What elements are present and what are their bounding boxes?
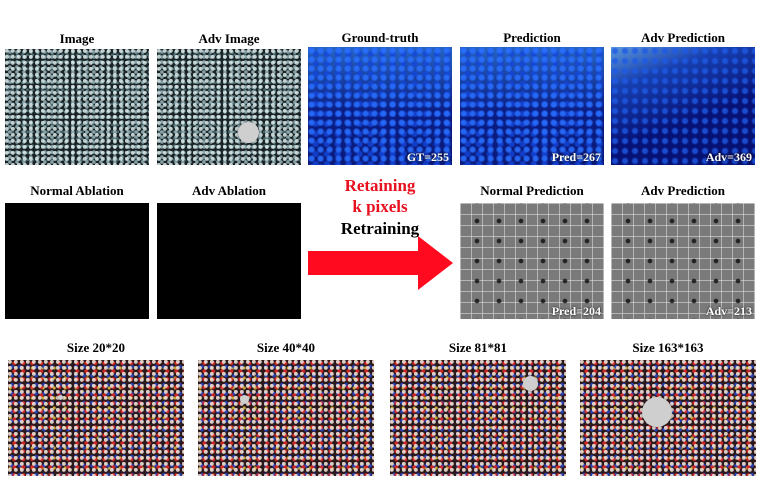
adversarial-patch-163 bbox=[642, 397, 672, 427]
adversarial-patch-81 bbox=[523, 376, 538, 391]
normal-prediction-map: Pred=204 bbox=[460, 203, 604, 319]
adv-ablation-image bbox=[157, 203, 301, 319]
title-ground-truth: Ground-truth bbox=[341, 30, 419, 45]
prediction-density-map: Pred=267 bbox=[460, 47, 604, 165]
title-image: Image bbox=[59, 31, 95, 46]
title-adv-prediction: Adv Prediction bbox=[641, 30, 725, 45]
title-adv-prediction-2: Adv Prediction bbox=[641, 183, 725, 198]
pred-count: Pred=267 bbox=[551, 150, 601, 164]
adversarial-patch bbox=[238, 122, 259, 143]
title-size-163: Size 163*163 bbox=[632, 340, 704, 355]
adv-prediction-density-map: Adv=369 bbox=[611, 47, 755, 165]
adv-pred-count: Adv=213 bbox=[705, 304, 752, 318]
title-size-40: Size 40*40 bbox=[256, 340, 316, 355]
adv-crowd-image bbox=[157, 49, 301, 165]
title-adv-ablation: Adv Ablation bbox=[191, 183, 267, 198]
gt-count: GT=255 bbox=[406, 150, 449, 164]
adv-count: Adv=369 bbox=[705, 150, 752, 164]
retaining-label: Retaining bbox=[344, 176, 416, 195]
title-normal-prediction: Normal Prediction bbox=[480, 183, 584, 198]
red-arrow bbox=[308, 236, 453, 290]
crowd-image-patch-81 bbox=[390, 360, 566, 476]
ground-truth-density-map: GT=255 bbox=[308, 47, 452, 165]
crowd-image bbox=[5, 49, 149, 165]
adversarial-patch-20 bbox=[58, 395, 63, 400]
title-size-20: Size 20*20 bbox=[66, 340, 126, 355]
crowd-image-patch-40 bbox=[198, 360, 374, 476]
title-adv-image: Adv Image bbox=[198, 31, 260, 46]
arrow-shape bbox=[308, 236, 453, 290]
normal-ablation-image bbox=[5, 203, 149, 319]
crowd-image-patch-163 bbox=[580, 360, 756, 476]
title-prediction: Prediction bbox=[503, 30, 561, 45]
normal-pred-count: Pred=204 bbox=[551, 304, 601, 318]
k-pixels-label: k pixels bbox=[352, 197, 408, 216]
crowd-image-patch-20 bbox=[8, 360, 184, 476]
adversarial-patch-40 bbox=[240, 395, 249, 404]
title-size-81: Size 81*81 bbox=[448, 340, 508, 355]
adv-prediction-map: Adv=213 bbox=[611, 203, 755, 319]
title-normal-ablation: Normal Ablation bbox=[30, 183, 124, 198]
retraining-label: Retraining bbox=[340, 219, 420, 238]
